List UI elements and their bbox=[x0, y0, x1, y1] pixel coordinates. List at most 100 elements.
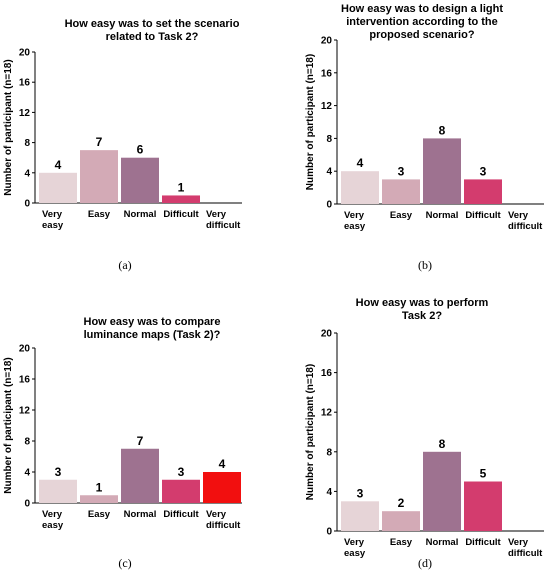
y-tick-label: 4 bbox=[326, 487, 332, 498]
bar-value-label: 7 bbox=[137, 434, 144, 448]
y-tick-label: 0 bbox=[326, 527, 332, 538]
chart-title-line: luminance maps (Task 2)? bbox=[84, 329, 221, 341]
panel-caption: (a) bbox=[118, 258, 131, 272]
bar-value-label: 3 bbox=[55, 465, 62, 479]
bar-difficult bbox=[162, 195, 200, 203]
bar-difficult bbox=[162, 479, 200, 503]
y-tick-label: 20 bbox=[321, 329, 333, 340]
y-axis-title: Number of participant (n=18) bbox=[305, 54, 316, 190]
bar-normal bbox=[423, 138, 461, 204]
category-label: Easy bbox=[88, 209, 111, 220]
chart-title-line: Task 2? bbox=[402, 310, 442, 322]
y-tick-label: 8 bbox=[326, 134, 332, 145]
y-tick-label: 16 bbox=[19, 375, 31, 386]
category-label: easy bbox=[42, 220, 64, 231]
bar-easy bbox=[382, 511, 420, 531]
chart-title-line: How easy was to compare bbox=[84, 316, 221, 328]
chart-panel-a: How easy was to set the scenariorelated … bbox=[3, 18, 242, 272]
bar-value-label: 7 bbox=[96, 135, 103, 149]
bar-very-easy bbox=[341, 171, 379, 204]
y-tick-label: 12 bbox=[321, 101, 333, 112]
bar-very-difficult bbox=[203, 472, 241, 503]
bar-value-label: 3 bbox=[398, 164, 405, 178]
category-label: Very bbox=[206, 209, 227, 220]
bar-very-easy bbox=[39, 479, 77, 503]
category-label: easy bbox=[344, 221, 366, 232]
y-tick-label: 20 bbox=[19, 48, 31, 59]
bar-value-label: 5 bbox=[480, 467, 487, 481]
category-label: Difficult bbox=[465, 210, 501, 221]
y-axis-title: Number of participant (n=18) bbox=[3, 357, 14, 493]
bar-easy bbox=[382, 179, 420, 204]
y-tick-label: 16 bbox=[321, 68, 333, 79]
category-label: difficult bbox=[508, 221, 543, 232]
category-label: Normal bbox=[426, 537, 459, 548]
bar-value-label: 8 bbox=[439, 123, 446, 137]
category-label: easy bbox=[344, 548, 366, 559]
y-tick-label: 16 bbox=[19, 78, 31, 89]
category-label: difficult bbox=[508, 548, 543, 559]
y-axis-title: Number of participant (n=18) bbox=[3, 59, 14, 195]
bar-value-label: 4 bbox=[219, 457, 226, 471]
bar-difficult bbox=[464, 481, 502, 531]
chart-title-line: intervention according to the bbox=[346, 16, 498, 28]
y-tick-label: 8 bbox=[24, 138, 30, 149]
category-label: Difficult bbox=[465, 537, 501, 548]
y-tick-label: 0 bbox=[24, 499, 30, 510]
category-label: Easy bbox=[390, 210, 413, 221]
category-label: Very bbox=[42, 509, 63, 520]
bar-value-label: 2 bbox=[398, 496, 405, 510]
y-tick-label: 8 bbox=[24, 437, 30, 448]
bar-very-easy bbox=[341, 501, 379, 531]
y-tick-label: 20 bbox=[321, 36, 333, 47]
bar-normal bbox=[423, 451, 461, 531]
y-tick-label: 16 bbox=[321, 368, 333, 379]
panel-caption: (c) bbox=[118, 556, 131, 570]
bar-very-easy bbox=[39, 172, 77, 203]
chart-panel-b: How easy was to design a lightinterventi… bbox=[305, 3, 544, 272]
bar-value-label: 1 bbox=[96, 480, 103, 494]
y-axis-title: Number of participant (n=18) bbox=[305, 364, 316, 500]
category-label: Very bbox=[508, 210, 529, 221]
y-tick-label: 4 bbox=[326, 167, 332, 178]
y-tick-label: 4 bbox=[24, 168, 30, 179]
bar-value-label: 4 bbox=[55, 158, 62, 172]
chart-title-line: proposed scenario? bbox=[369, 29, 474, 41]
category-label: Normal bbox=[124, 509, 157, 520]
bar-value-label: 4 bbox=[357, 156, 364, 170]
category-label: difficult bbox=[206, 220, 241, 231]
y-tick-label: 12 bbox=[19, 406, 31, 417]
bar-difficult bbox=[464, 179, 502, 204]
chart-title-line: How easy was to perform bbox=[356, 297, 489, 309]
y-tick-label: 12 bbox=[321, 408, 333, 419]
chart-title-line: related to Task 2? bbox=[106, 31, 199, 43]
bar-value-label: 1 bbox=[178, 180, 185, 194]
category-label: Very bbox=[508, 537, 529, 548]
category-label: Very bbox=[206, 509, 227, 520]
chart-title-line: How easy was to set the scenario bbox=[65, 18, 240, 30]
y-tick-label: 20 bbox=[19, 344, 31, 355]
category-label: Easy bbox=[390, 537, 413, 548]
bar-value-label: 8 bbox=[439, 437, 446, 451]
category-label: easy bbox=[42, 520, 64, 531]
panel-caption: (d) bbox=[418, 556, 432, 570]
category-label: Very bbox=[344, 537, 365, 548]
category-label: difficult bbox=[206, 520, 241, 531]
y-tick-label: 12 bbox=[19, 108, 31, 119]
bar-value-label: 3 bbox=[480, 164, 487, 178]
category-label: Very bbox=[344, 210, 365, 221]
y-tick-label: 0 bbox=[24, 199, 30, 210]
y-tick-label: 8 bbox=[326, 447, 332, 458]
bar-normal bbox=[121, 157, 159, 203]
panel-caption: (b) bbox=[418, 258, 432, 272]
bar-value-label: 3 bbox=[357, 486, 364, 500]
bar-value-label: 3 bbox=[178, 465, 185, 479]
category-label: Very bbox=[42, 209, 63, 220]
bar-easy bbox=[80, 495, 118, 503]
category-label: Difficult bbox=[163, 209, 199, 220]
bar-normal bbox=[121, 448, 159, 503]
chart-title-line: How easy was to design a light bbox=[341, 3, 503, 15]
